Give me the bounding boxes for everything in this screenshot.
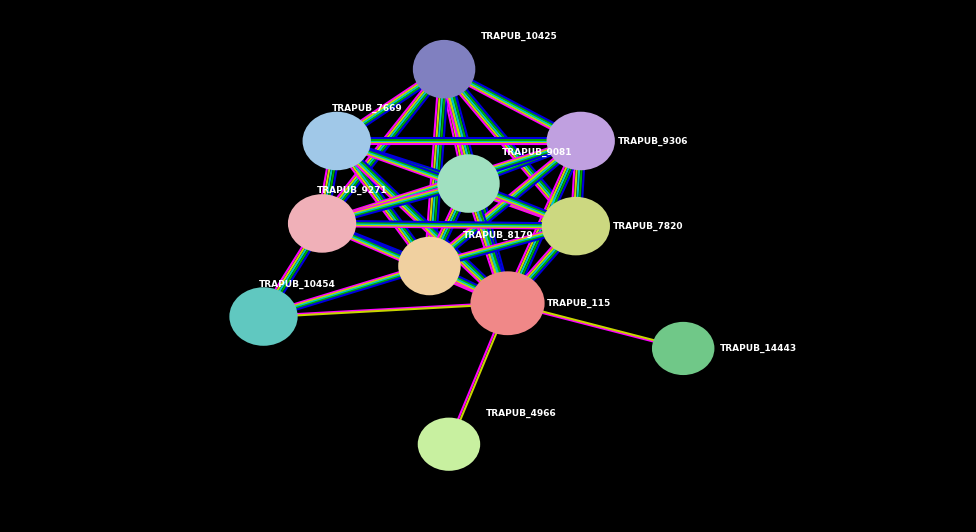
Ellipse shape (547, 112, 615, 170)
Text: TRAPUB_9271: TRAPUB_9271 (317, 186, 387, 195)
Text: TRAPUB_7669: TRAPUB_7669 (332, 103, 402, 113)
Text: TRAPUB_8179: TRAPUB_8179 (463, 230, 533, 240)
Text: TRAPUB_9306: TRAPUB_9306 (618, 136, 688, 146)
Ellipse shape (303, 112, 371, 170)
Ellipse shape (398, 237, 461, 295)
Ellipse shape (418, 418, 480, 471)
Text: TRAPUB_9081: TRAPUB_9081 (502, 148, 572, 157)
Text: TRAPUB_10425: TRAPUB_10425 (481, 31, 558, 41)
Ellipse shape (470, 271, 545, 335)
Text: TRAPUB_7820: TRAPUB_7820 (613, 221, 683, 231)
Ellipse shape (413, 40, 475, 98)
Ellipse shape (229, 287, 298, 346)
Text: TRAPUB_14443: TRAPUB_14443 (720, 344, 797, 353)
Ellipse shape (652, 322, 714, 375)
Ellipse shape (288, 194, 356, 253)
Text: TRAPUB_115: TRAPUB_115 (547, 298, 611, 308)
Text: TRAPUB_4966: TRAPUB_4966 (486, 409, 556, 418)
Ellipse shape (542, 197, 610, 255)
Ellipse shape (437, 154, 500, 213)
Text: TRAPUB_10454: TRAPUB_10454 (259, 280, 336, 289)
